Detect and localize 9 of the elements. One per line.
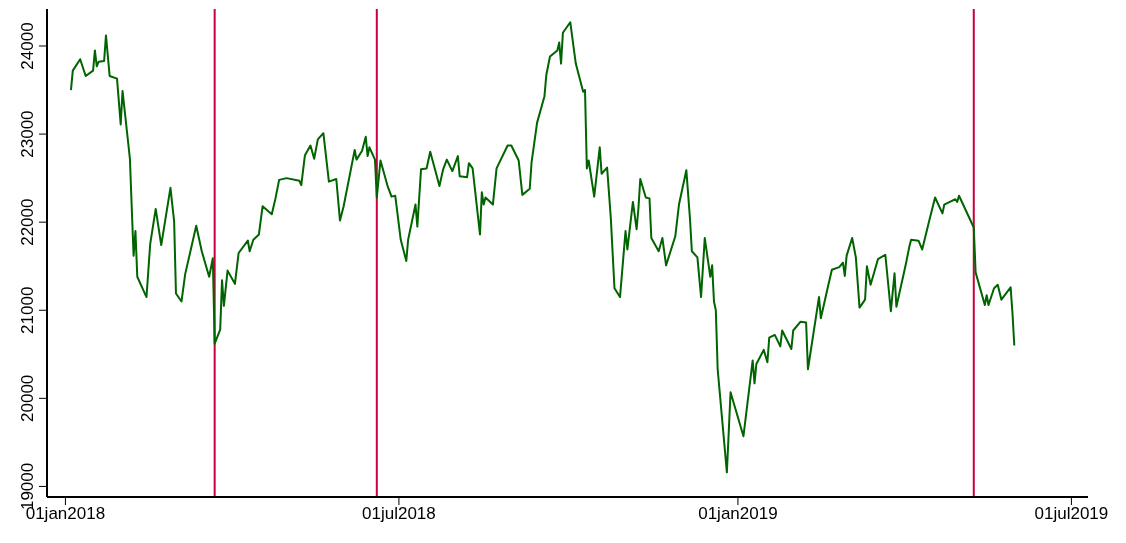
y-tick-label: 21000 xyxy=(18,286,37,334)
line-series xyxy=(69,21,1016,474)
x-tick-label: 01jul2018 xyxy=(362,504,436,524)
y-tick-label: 20000 xyxy=(18,374,37,422)
x-tick-label: 01jul2019 xyxy=(1034,504,1109,524)
y-tick-label: 24000 xyxy=(18,22,37,70)
x-tick-label: 01jan2019 xyxy=(698,504,778,524)
y-tick-label: 22000 xyxy=(18,198,37,246)
y-tick-label: 23000 xyxy=(18,110,37,158)
